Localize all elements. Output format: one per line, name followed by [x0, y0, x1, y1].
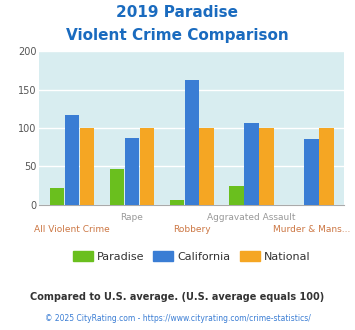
Text: Rape: Rape	[120, 213, 143, 222]
Text: Compared to U.S. average. (U.S. average equals 100): Compared to U.S. average. (U.S. average …	[31, 292, 324, 302]
Text: Aggravated Assault: Aggravated Assault	[207, 213, 296, 222]
Bar	[140, 128, 154, 205]
Bar	[185, 80, 199, 205]
Bar	[304, 139, 318, 205]
Bar	[125, 138, 139, 205]
Bar	[244, 122, 259, 205]
Bar	[65, 115, 79, 205]
Bar	[170, 200, 184, 205]
Text: All Violent Crime: All Violent Crime	[34, 224, 110, 234]
Bar	[319, 128, 334, 205]
Bar	[260, 128, 274, 205]
Bar	[110, 169, 124, 205]
Text: Violent Crime Comparison: Violent Crime Comparison	[66, 28, 289, 43]
Bar	[229, 186, 244, 205]
Text: © 2025 CityRating.com - https://www.cityrating.com/crime-statistics/: © 2025 CityRating.com - https://www.city…	[45, 314, 310, 323]
Bar	[50, 188, 64, 205]
Bar	[200, 128, 214, 205]
Bar	[80, 128, 94, 205]
Legend: Paradise, California, National: Paradise, California, National	[68, 247, 315, 267]
Text: 2019 Paradise: 2019 Paradise	[116, 5, 239, 20]
Text: Robbery: Robbery	[173, 224, 211, 234]
Text: Murder & Mans...: Murder & Mans...	[273, 224, 350, 234]
